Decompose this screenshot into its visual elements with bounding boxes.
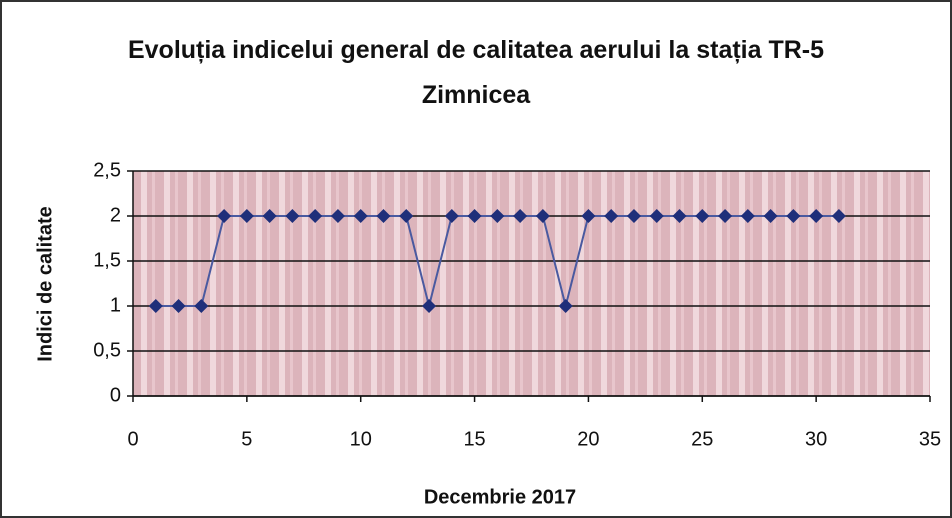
y-tick-label: 0 — [110, 384, 121, 406]
data-point — [285, 209, 300, 223]
x-tick-label: 5 — [241, 428, 252, 450]
data-point — [262, 209, 277, 223]
y-tick-label: 1,5 — [93, 249, 121, 271]
data-point — [353, 209, 368, 223]
data-point — [831, 209, 846, 223]
data-point — [604, 209, 619, 223]
x-tick-label: 15 — [463, 428, 485, 450]
data-point — [239, 209, 254, 223]
data-point — [695, 209, 710, 223]
x-tick-label: 10 — [350, 428, 372, 450]
data-point — [740, 209, 755, 223]
y-tick-label: 0,5 — [93, 339, 121, 361]
data-point — [490, 209, 505, 223]
plot-area — [133, 171, 930, 396]
data-point — [148, 299, 163, 313]
data-point — [809, 209, 824, 223]
data-point — [194, 299, 209, 313]
chart-title: Evoluția indicelui general de calitatea … — [127, 36, 825, 109]
data-point — [626, 209, 641, 223]
data-point — [308, 209, 323, 223]
y-tick-label: 2 — [110, 204, 121, 226]
data-point — [558, 299, 573, 313]
data-point — [376, 209, 391, 223]
data-point — [422, 299, 437, 313]
y-axis-label: Indici de calitate — [34, 206, 56, 362]
x-tick-label: 35 — [919, 428, 941, 450]
x-tick-label: 30 — [805, 428, 827, 450]
data-point — [672, 209, 687, 223]
data-point — [763, 209, 778, 223]
data-point — [444, 209, 459, 223]
data-point — [786, 209, 801, 223]
data-point — [649, 209, 664, 223]
data-point — [513, 209, 528, 223]
data-point — [171, 299, 186, 313]
data-point — [718, 209, 733, 223]
data-point — [467, 209, 482, 223]
data-point — [330, 209, 345, 223]
x-tick-label: 0 — [127, 428, 138, 450]
x-tick-label: 25 — [691, 428, 713, 450]
y-tick-label: 1 — [110, 294, 121, 316]
y-tick-label: 2,5 — [93, 159, 121, 181]
data-point — [217, 209, 232, 223]
data-point — [535, 209, 550, 223]
data-point — [581, 209, 596, 223]
x-axis-label: Decembrie 2017 — [424, 486, 576, 508]
data-point — [399, 209, 414, 223]
x-tick-label: 20 — [577, 428, 599, 450]
